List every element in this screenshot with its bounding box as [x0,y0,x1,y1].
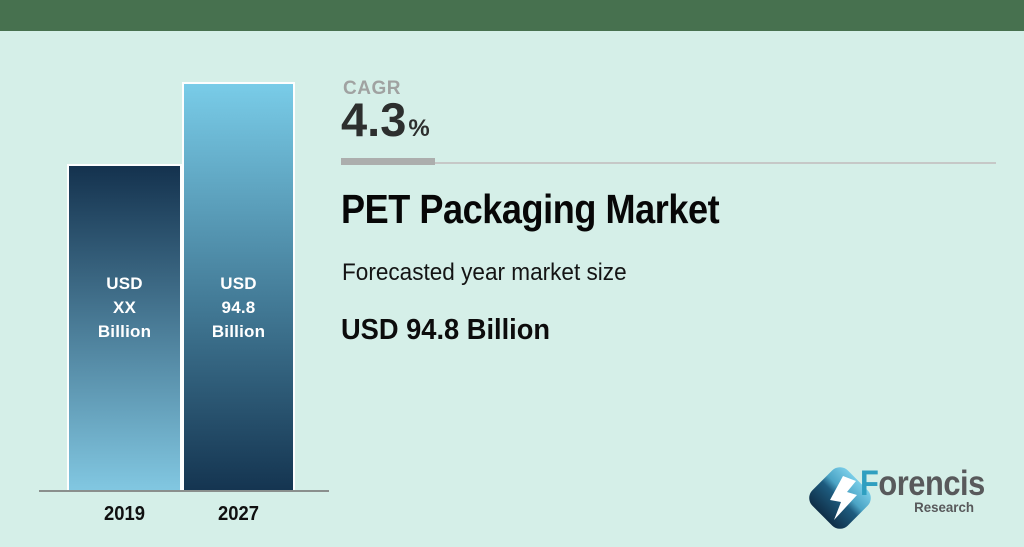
brand-name: Forencis [860,464,985,504]
bar-2027 [182,82,295,492]
page-title: PET Packaging Market [341,186,720,232]
x-axis-line [39,490,329,492]
cagr-value: 4.3 [341,93,407,146]
cagr-value-row: 4.3 % [341,94,430,146]
bar-2019-line2: XX [112,298,137,317]
bar-2019 [67,164,182,492]
header-bar [0,0,1024,31]
divider-accent-segment [341,158,435,165]
brand-rest: orencis [878,464,985,503]
brand-initial: F [860,464,879,503]
year-label-2027: 2027 [218,503,259,525]
bar-2027-line3: Billion [211,322,266,341]
bar-2019-value-label: USD XX Billion [67,272,182,344]
bar-2027-line1: USD [220,274,257,293]
logo-bolt-icon [830,476,857,520]
divider-line [341,162,996,164]
brand-subtext: Research [914,499,974,515]
year-label-2019: 2019 [104,503,145,525]
forencis-logo: Forencis Research [800,458,1000,538]
bar-2019-line1: USD [106,274,143,293]
forecast-value: USD 94.8 Billion [341,314,551,346]
report-subtitle: Forecasted year market size [342,259,627,286]
bar-2019-line3: Billion [97,322,152,341]
cagr-label: CAGR [343,78,401,99]
cagr-percent-sign: % [408,115,430,142]
logo-diamond-icon [809,467,871,529]
bar-2027-value-label: USD 94.8 Billion [182,272,295,344]
bar-2027-line2: 94.8 [221,298,256,317]
